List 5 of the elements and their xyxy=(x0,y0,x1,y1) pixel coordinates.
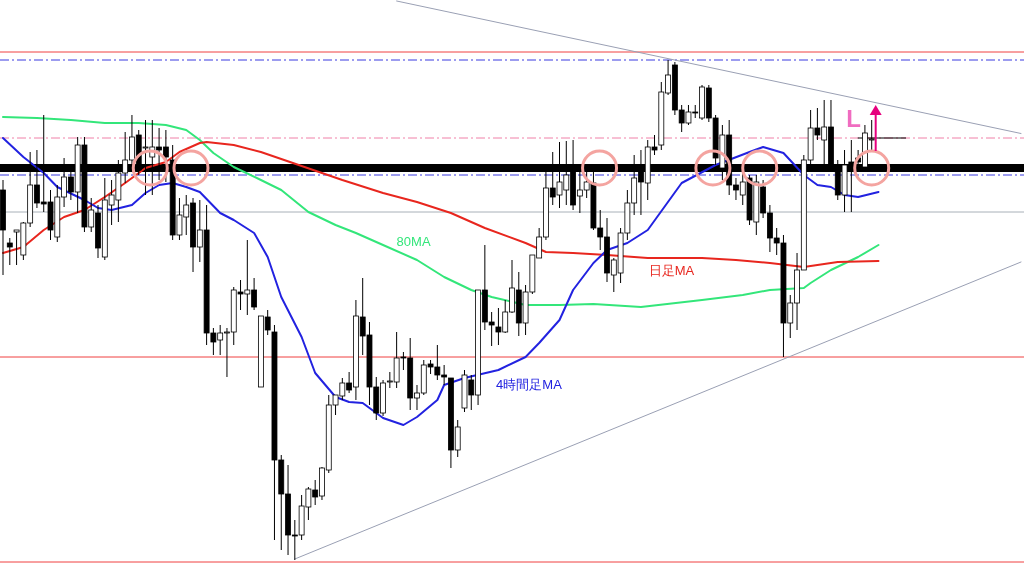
series-label: 日足MA xyxy=(648,263,695,279)
series-label: 4時間足MA xyxy=(496,376,563,392)
annotation: L xyxy=(846,105,862,132)
series-label: 80MA xyxy=(396,233,431,249)
candlestick xyxy=(6,237,13,266)
